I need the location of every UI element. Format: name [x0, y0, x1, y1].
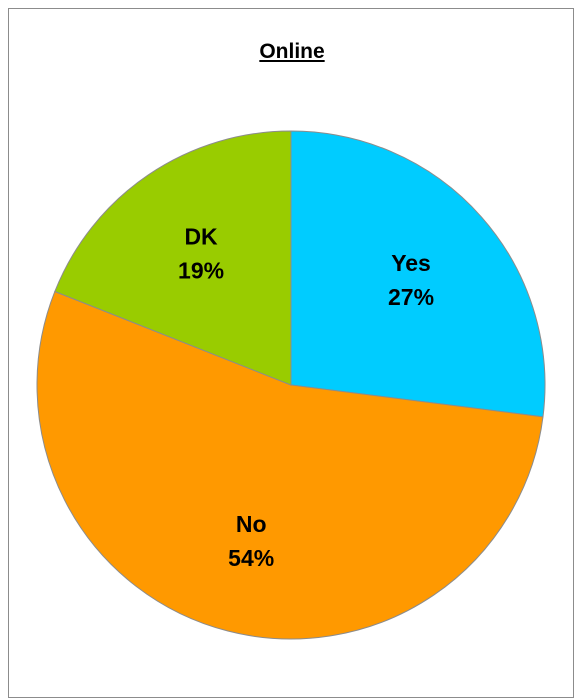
pie-labels: Yes 27% No 54% DK 19% [178, 224, 434, 571]
pie-slice-no [36, 290, 544, 640]
chart-title: Online [259, 40, 325, 63]
slice-value-yes: 27% [388, 284, 434, 310]
pie-slice-dk [54, 130, 292, 386]
pie-slice-yes [290, 130, 546, 418]
pie-slices [36, 130, 546, 640]
slice-value-no: 54% [228, 545, 274, 571]
slice-label-yes: Yes [391, 250, 431, 276]
slice-value-dk: 19% [178, 258, 224, 284]
slice-label-no: No [236, 511, 267, 537]
slice-label-dk: DK [184, 224, 218, 250]
